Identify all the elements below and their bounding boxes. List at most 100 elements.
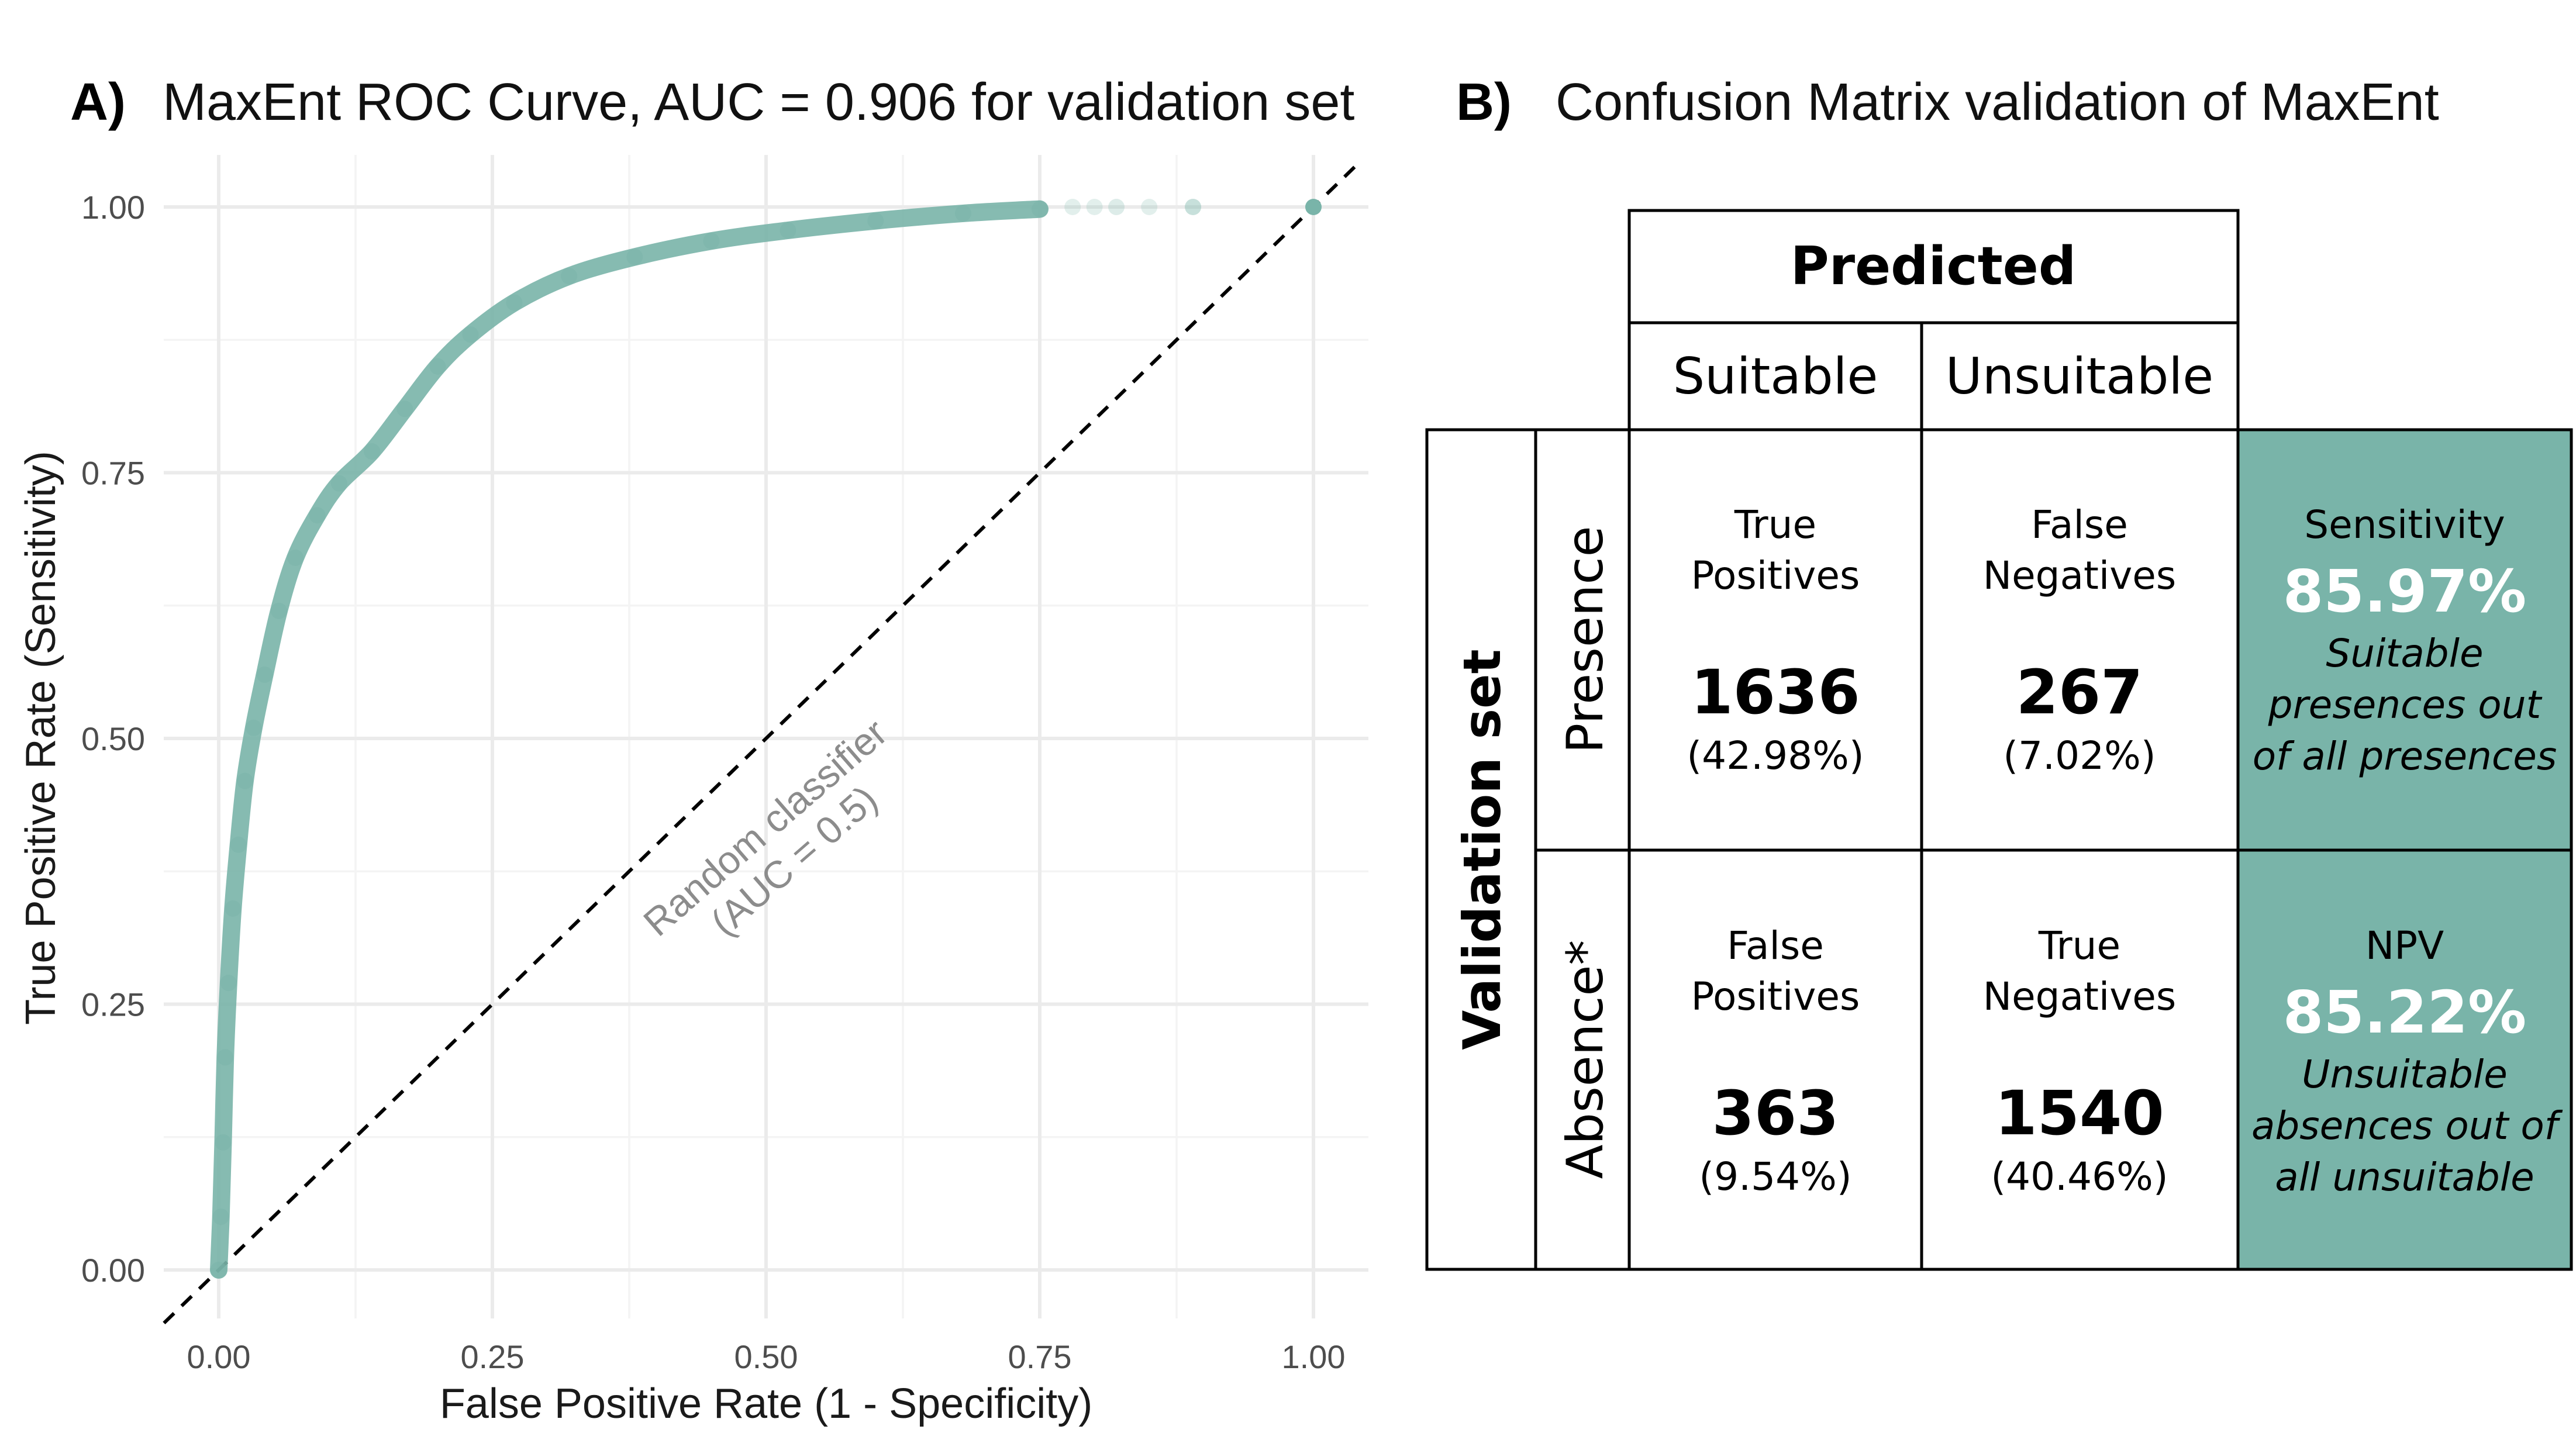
roc-point [287,549,304,566]
roc-curve [210,199,1322,1279]
false-negatives-cell [1920,428,2240,852]
sensitivity-cell [2236,428,2573,852]
roc-point [506,294,523,311]
row-presence: Presence [1556,526,1615,753]
roc-point [230,836,247,853]
roc-point [703,233,720,250]
roc-panel: A) MaxEnt ROC Curve, AUC = 0.906 for val… [18,73,1368,1427]
roc-point [462,326,479,343]
panel-b-letter: B) [1456,73,1512,132]
roc-point [1032,201,1048,218]
roc-point [236,772,253,789]
roc-point [220,975,237,992]
absence-row-cell [1534,848,1631,1271]
fp-count: 363 [1712,1078,1839,1149]
sensitivity-desc-line3: of all presences [2253,734,2557,779]
roc-point [309,507,326,524]
y-tick-label: 0.25 [81,986,145,1023]
suitable-header-cell [1627,321,1923,431]
sensitivity-value: 85.97% [2283,557,2527,626]
confusion-matrix-title: Confusion Matrix validation of MaxEnt [1556,73,2439,132]
fp-label-line2: Positives [1691,974,1860,1019]
fp-label-line1: False [1727,923,1824,968]
npv-cell [2236,848,2573,1271]
roc-point [396,401,413,417]
y-axis-title: True Positive Rate (Sensitivity) [18,451,64,1025]
roc-point [954,205,971,222]
roc-point [217,1049,234,1066]
roc-tail-point [1141,199,1158,215]
tp-label-line1: True [1734,502,1816,547]
confusion-matrix-panel: B) Confusion Matrix validation of MaxEnt… [1425,73,2573,1271]
roc-point [429,358,446,375]
x-tick-label: 1.00 [1282,1338,1346,1375]
roc-point [1305,199,1322,215]
y-axis-ticks: 0.00 0.25 0.50 0.75 1.00 [81,189,145,1289]
row-group-label: Validation set [1452,649,1512,1049]
y-tick-label: 0.75 [81,455,145,492]
roc-point [212,1209,229,1225]
y-tick-label: 1.00 [81,189,145,226]
roc-point [1185,199,1202,215]
sensitivity-label: Sensitivity [2304,502,2505,547]
roc-point [626,248,643,265]
fn-label-line2: Negatives [1983,553,2177,598]
panel-a-letter: A) [70,73,126,132]
fn-count: 267 [2016,657,2143,728]
tn-count: 1540 [1995,1078,2164,1149]
x-axis-title: False Positive Rate (1 - Specificity) [440,1380,1092,1427]
roc-point [867,212,884,229]
fn-label-line1: False [2031,502,2128,547]
validation-set-cell [1425,428,1537,1271]
true-negatives-cell [1920,848,2240,1271]
roc-point [211,1262,227,1278]
npv-desc-line3: all unsuitable [2275,1155,2534,1200]
roc-point [215,1134,232,1151]
random-classifier-line [163,163,1358,1325]
tp-percent: (42.98%) [1687,733,1864,778]
x-tick-label: 0.75 [1008,1338,1072,1375]
tn-label-line2: Negatives [1983,974,2177,1019]
predicted-header: Predicted [1791,236,2077,297]
roc-tail-point [1185,199,1202,215]
roc-tail-point [1086,199,1103,215]
roc-point [256,666,273,683]
column-suitable: Suitable [1673,347,1878,406]
presence-row-cell [1534,428,1631,852]
sensitivity-desc-line1: Suitable [2326,631,2483,676]
diagonal-line [163,163,1358,1325]
npv-desc-line1: Unsuitable [2302,1052,2508,1097]
unsuitable-header-cell [1920,321,2240,431]
roc-point [225,900,242,917]
roc-point [1108,199,1125,215]
tp-count: 1636 [1691,657,1860,728]
x-tick-label: 0.25 [461,1338,525,1375]
y-tick-label: 0.50 [81,720,145,757]
roc-point [561,268,578,285]
true-positives-cell [1627,428,1923,852]
false-positives-cell [1627,848,1923,1271]
npv-label: NPV [2365,923,2444,968]
fn-percent: (7.02%) [2003,733,2156,778]
roc-point [245,719,262,736]
sensitivity-desc-line2: presences out [2268,682,2543,727]
roc-point [780,222,796,239]
roc-point [270,602,287,619]
roc-title: MaxEnt ROC Curve, AUC = 0.906 for valida… [163,73,1354,132]
roc-point [330,475,347,492]
roc-point [364,443,381,460]
roc-tail-point [1064,199,1081,215]
tn-percent: (40.46%) [1991,1154,2168,1199]
x-tick-label: 0.50 [734,1338,798,1375]
x-tick-label: 0.00 [187,1338,251,1375]
fp-percent: (9.54%) [1699,1154,1851,1199]
x-axis-ticks: 0.00 0.25 0.50 0.75 1.00 [187,1338,1346,1375]
npv-value: 85.22% [2283,978,2527,1047]
npv-desc-line2: absences out of [2251,1103,2563,1148]
tp-label-line2: Positives [1691,553,1860,598]
tn-label-line1: True [2038,923,2120,968]
diagonal-annotation: Random classifier (AUC = 0.5) [635,710,895,944]
y-tick-label: 0.00 [81,1252,145,1289]
column-unsuitable: Unsuitable [1946,347,2213,406]
